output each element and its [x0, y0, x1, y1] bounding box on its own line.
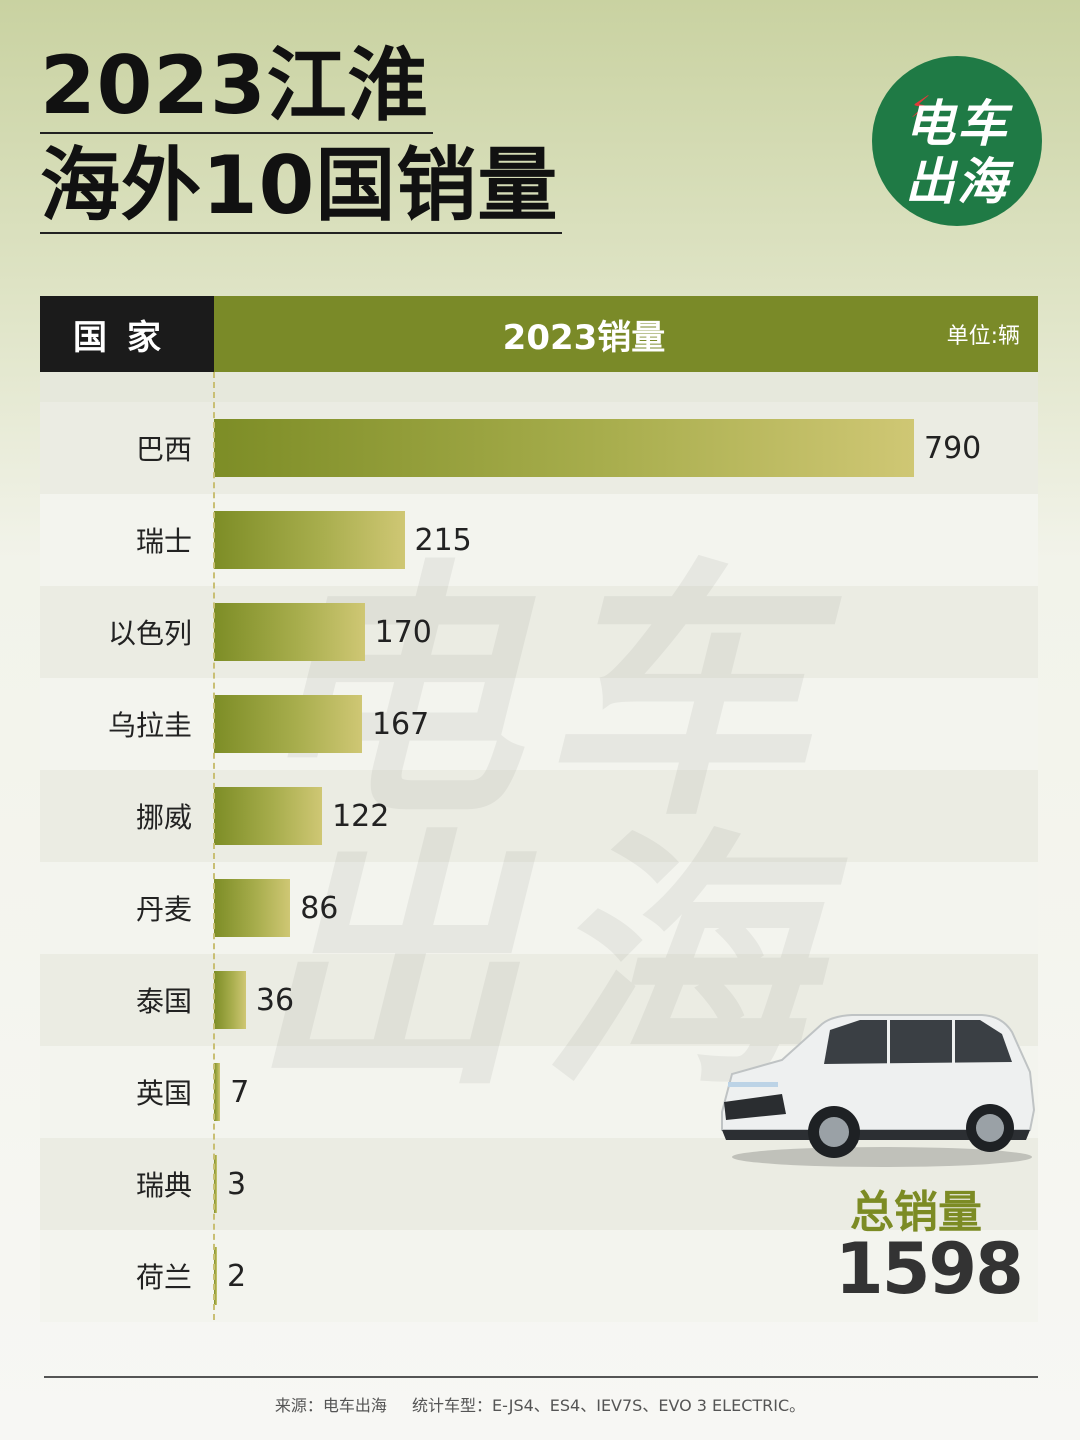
bar	[214, 695, 362, 753]
bar-value-label: 7	[230, 1074, 250, 1110]
total-sales-label: 总销量	[850, 1187, 982, 1238]
logo-text-line-1: 电车	[905, 95, 1009, 153]
bar	[214, 971, 246, 1029]
table-row: 荷兰	[40, 1230, 1038, 1322]
bar-value-label: 36	[255, 982, 295, 1018]
table-row: 瑞典	[40, 1138, 1038, 1230]
bar-value-label: 86	[300, 890, 339, 926]
header-sales: 2023销量	[502, 317, 666, 358]
bar-value-label: 2	[227, 1258, 247, 1294]
table-row: 瑞士	[40, 494, 1038, 586]
country-label: 荷兰	[135, 1261, 192, 1294]
table-spacer-row	[40, 372, 1038, 402]
chart-axis-line	[213, 372, 215, 1320]
bar	[214, 787, 323, 845]
title-line-1: 2023江淮	[40, 40, 433, 134]
country-label: 巴西	[135, 433, 192, 466]
lightning-icon: ⚡	[910, 90, 932, 125]
country-label: 泰国	[135, 985, 192, 1018]
country-label: 瑞典	[135, 1169, 192, 1202]
unit-label: 单位:辆	[946, 324, 1020, 349]
bar	[214, 603, 365, 661]
header-sales-bar: 2023销量 单位:辆	[214, 296, 1038, 372]
country-label: 瑞士	[135, 525, 192, 558]
logo-text-line-2: 出海	[905, 153, 1009, 211]
footer-models: 统计车型：E-JS4、ES4、IEV7S、EVO 3 ELECTRIC。	[411, 1396, 806, 1415]
table-row: 挪威	[40, 770, 1038, 862]
brand-logo: ⚡ 电车 出海	[872, 56, 1042, 226]
bar	[214, 1247, 217, 1305]
bar-value-label: 122	[332, 798, 390, 834]
bar-value-label: 3	[227, 1166, 247, 1202]
bar-value-label: 790	[924, 430, 982, 466]
country-label: 丹麦	[135, 893, 192, 926]
title-line-2: 海外10国销量	[40, 140, 563, 234]
footer-divider	[44, 1376, 1038, 1378]
bar-value-label: 170	[374, 614, 432, 650]
footer-source: 来源：电车出海	[274, 1396, 387, 1415]
bar	[214, 419, 914, 477]
bar	[214, 1155, 217, 1213]
table-row: 乌拉圭	[40, 678, 1038, 770]
country-label: 英国	[135, 1077, 192, 1110]
bar	[214, 879, 291, 937]
table-row: 以色列	[40, 586, 1038, 678]
total-sales-value: 1598	[835, 1228, 1024, 1310]
country-label: 以色列	[107, 617, 192, 650]
country-label: 乌拉圭	[107, 709, 192, 742]
table-row: 丹麦	[40, 862, 1038, 954]
bar-value-label: 167	[371, 706, 430, 742]
bar-value-label: 215	[414, 522, 472, 558]
car-image	[721, 1014, 1036, 1167]
bar	[214, 511, 405, 569]
country-label: 挪威	[135, 801, 192, 834]
header-country: 国家	[40, 296, 214, 372]
bar	[214, 1063, 221, 1121]
footer: 来源：电车出海 统计车型：E-JS4、ES4、IEV7S、EVO 3 ELECT…	[0, 1392, 1080, 1416]
